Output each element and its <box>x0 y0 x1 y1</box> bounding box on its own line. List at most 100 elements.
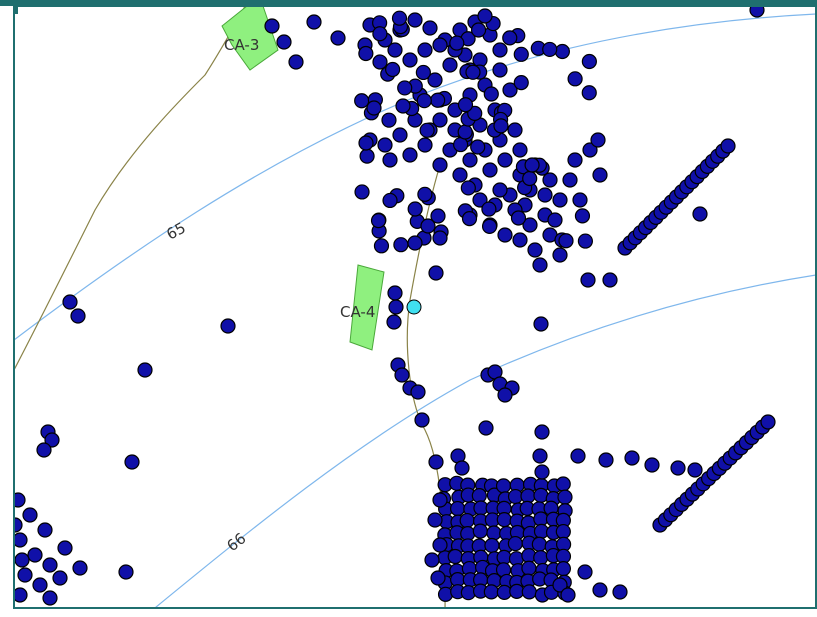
survey-point-icon[interactable] <box>534 424 550 440</box>
survey-point-icon[interactable] <box>472 523 488 539</box>
survey-point-icon[interactable] <box>562 172 578 188</box>
survey-point-icon[interactable] <box>532 448 548 464</box>
survey-point-icon[interactable] <box>512 142 528 158</box>
survey-point-icon[interactable] <box>560 587 576 603</box>
survey-point-icon[interactable] <box>382 152 398 168</box>
survey-point-icon[interactable] <box>419 122 435 138</box>
survey-point-icon[interactable] <box>477 8 493 24</box>
survey-point-icon[interactable] <box>428 454 444 470</box>
survey-point-icon[interactable] <box>602 272 618 288</box>
survey-point-icon[interactable] <box>415 64 431 81</box>
survey-point-icon[interactable] <box>502 30 518 46</box>
survey-point-icon[interactable] <box>442 57 458 73</box>
survey-point-icon[interactable] <box>513 74 529 91</box>
survey-point-icon[interactable] <box>581 85 597 101</box>
survey-point-icon[interactable] <box>17 567 33 583</box>
survey-point-icon[interactable] <box>497 227 513 243</box>
survey-point-icon[interactable] <box>392 127 408 143</box>
survey-point-icon[interactable] <box>430 92 446 108</box>
survey-point-icon[interactable] <box>542 41 558 58</box>
survey-point-icon[interactable] <box>70 308 86 324</box>
survey-point-icon[interactable] <box>483 584 499 600</box>
survey-point-icon[interactable] <box>449 35 465 51</box>
survey-point-icon[interactable] <box>532 257 548 273</box>
survey-point-icon[interactable] <box>592 167 608 183</box>
survey-point-icon[interactable] <box>453 136 469 153</box>
survey-point-icon[interactable] <box>760 414 776 430</box>
survey-point-icon[interactable] <box>427 72 443 88</box>
survey-point-icon[interactable] <box>507 535 523 552</box>
survey-point-icon[interactable] <box>394 367 410 383</box>
survey-point-icon[interactable] <box>570 448 586 464</box>
survey-point-icon[interactable] <box>557 489 573 505</box>
survey-point-icon[interactable] <box>590 132 606 148</box>
survey-point-icon[interactable] <box>57 540 73 556</box>
survey-point-icon[interactable] <box>612 584 628 600</box>
survey-point-icon[interactable] <box>457 124 473 140</box>
survey-point-icon[interactable] <box>470 22 487 38</box>
survey-point-icon[interactable] <box>373 238 390 254</box>
survey-point-icon[interactable] <box>533 550 549 566</box>
survey-point-icon[interactable] <box>496 549 512 565</box>
survey-point-icon[interactable] <box>531 536 547 552</box>
survey-point-icon[interactable] <box>430 570 446 586</box>
survey-point-icon[interactable] <box>32 577 48 593</box>
survey-point-icon[interactable] <box>457 97 474 113</box>
survey-point-icon[interactable] <box>582 142 598 158</box>
survey-point-icon[interactable] <box>521 584 537 600</box>
survey-point-icon[interactable] <box>577 233 593 249</box>
survey-point-icon[interactable] <box>14 552 30 568</box>
survey-point-icon[interactable] <box>492 182 508 198</box>
survey-point-icon[interactable] <box>377 137 393 153</box>
survey-point-icon[interactable] <box>11 492 26 508</box>
survey-point-icon[interactable] <box>552 577 568 593</box>
survey-point-icon[interactable] <box>624 450 640 466</box>
survey-point-icon[interactable] <box>483 86 499 102</box>
survey-point-icon[interactable] <box>407 235 423 251</box>
survey-point-icon[interactable] <box>522 217 538 233</box>
survey-point-icon[interactable] <box>580 272 596 288</box>
survey-point-icon[interactable] <box>495 478 512 494</box>
survey-point-icon[interactable] <box>402 147 418 163</box>
selected-point-icon[interactable] <box>406 299 422 315</box>
survey-point-icon[interactable] <box>44 432 60 448</box>
survey-point-icon[interactable] <box>492 62 508 78</box>
survey-point-icon[interactable] <box>524 157 540 173</box>
survey-point-icon[interactable] <box>381 112 397 128</box>
survey-point-icon[interactable] <box>276 34 292 50</box>
survey-point-icon[interactable] <box>533 316 549 332</box>
survey-point-icon[interactable] <box>687 462 703 478</box>
survey-point-icon[interactable] <box>577 564 593 580</box>
survey-point-icon[interactable] <box>36 442 52 458</box>
survey-point-icon[interactable] <box>432 157 448 173</box>
survey-point-icon[interactable] <box>330 30 346 46</box>
survey-point-icon[interactable] <box>430 208 446 224</box>
survey-point-icon[interactable] <box>558 233 574 249</box>
survey-point-icon[interactable] <box>124 454 140 470</box>
survey-point-icon[interactable] <box>552 247 568 263</box>
survey-point-icon[interactable] <box>417 186 433 202</box>
survey-point-icon[interactable] <box>417 42 433 58</box>
survey-point-icon[interactable] <box>509 583 525 599</box>
survey-point-icon[interactable] <box>555 561 572 577</box>
survey-point-icon[interactable] <box>542 172 558 188</box>
survey-point-icon[interactable] <box>552 192 568 208</box>
survey-point-icon[interactable] <box>537 187 553 203</box>
survey-point-icon[interactable] <box>454 460 470 476</box>
survey-point-icon[interactable] <box>567 71 583 87</box>
survey-point-icon[interactable] <box>288 54 304 70</box>
survey-point-icon[interactable] <box>432 537 448 553</box>
survey-point-icon[interactable] <box>572 192 588 208</box>
survey-point-icon[interactable] <box>387 285 403 301</box>
survey-point-icon[interactable] <box>393 237 409 253</box>
survey-point-icon[interactable] <box>462 152 478 168</box>
survey-point-icon[interactable] <box>264 18 280 34</box>
survey-point-icon[interactable] <box>527 242 543 258</box>
survey-point-icon[interactable] <box>447 548 463 565</box>
survey-point-icon[interactable] <box>749 3 765 18</box>
survey-point-icon[interactable] <box>465 64 481 80</box>
survey-point-icon[interactable] <box>354 184 370 200</box>
survey-point-icon[interactable] <box>507 122 523 138</box>
survey-point-icon[interactable] <box>414 412 430 428</box>
survey-point-icon[interactable] <box>554 43 570 60</box>
